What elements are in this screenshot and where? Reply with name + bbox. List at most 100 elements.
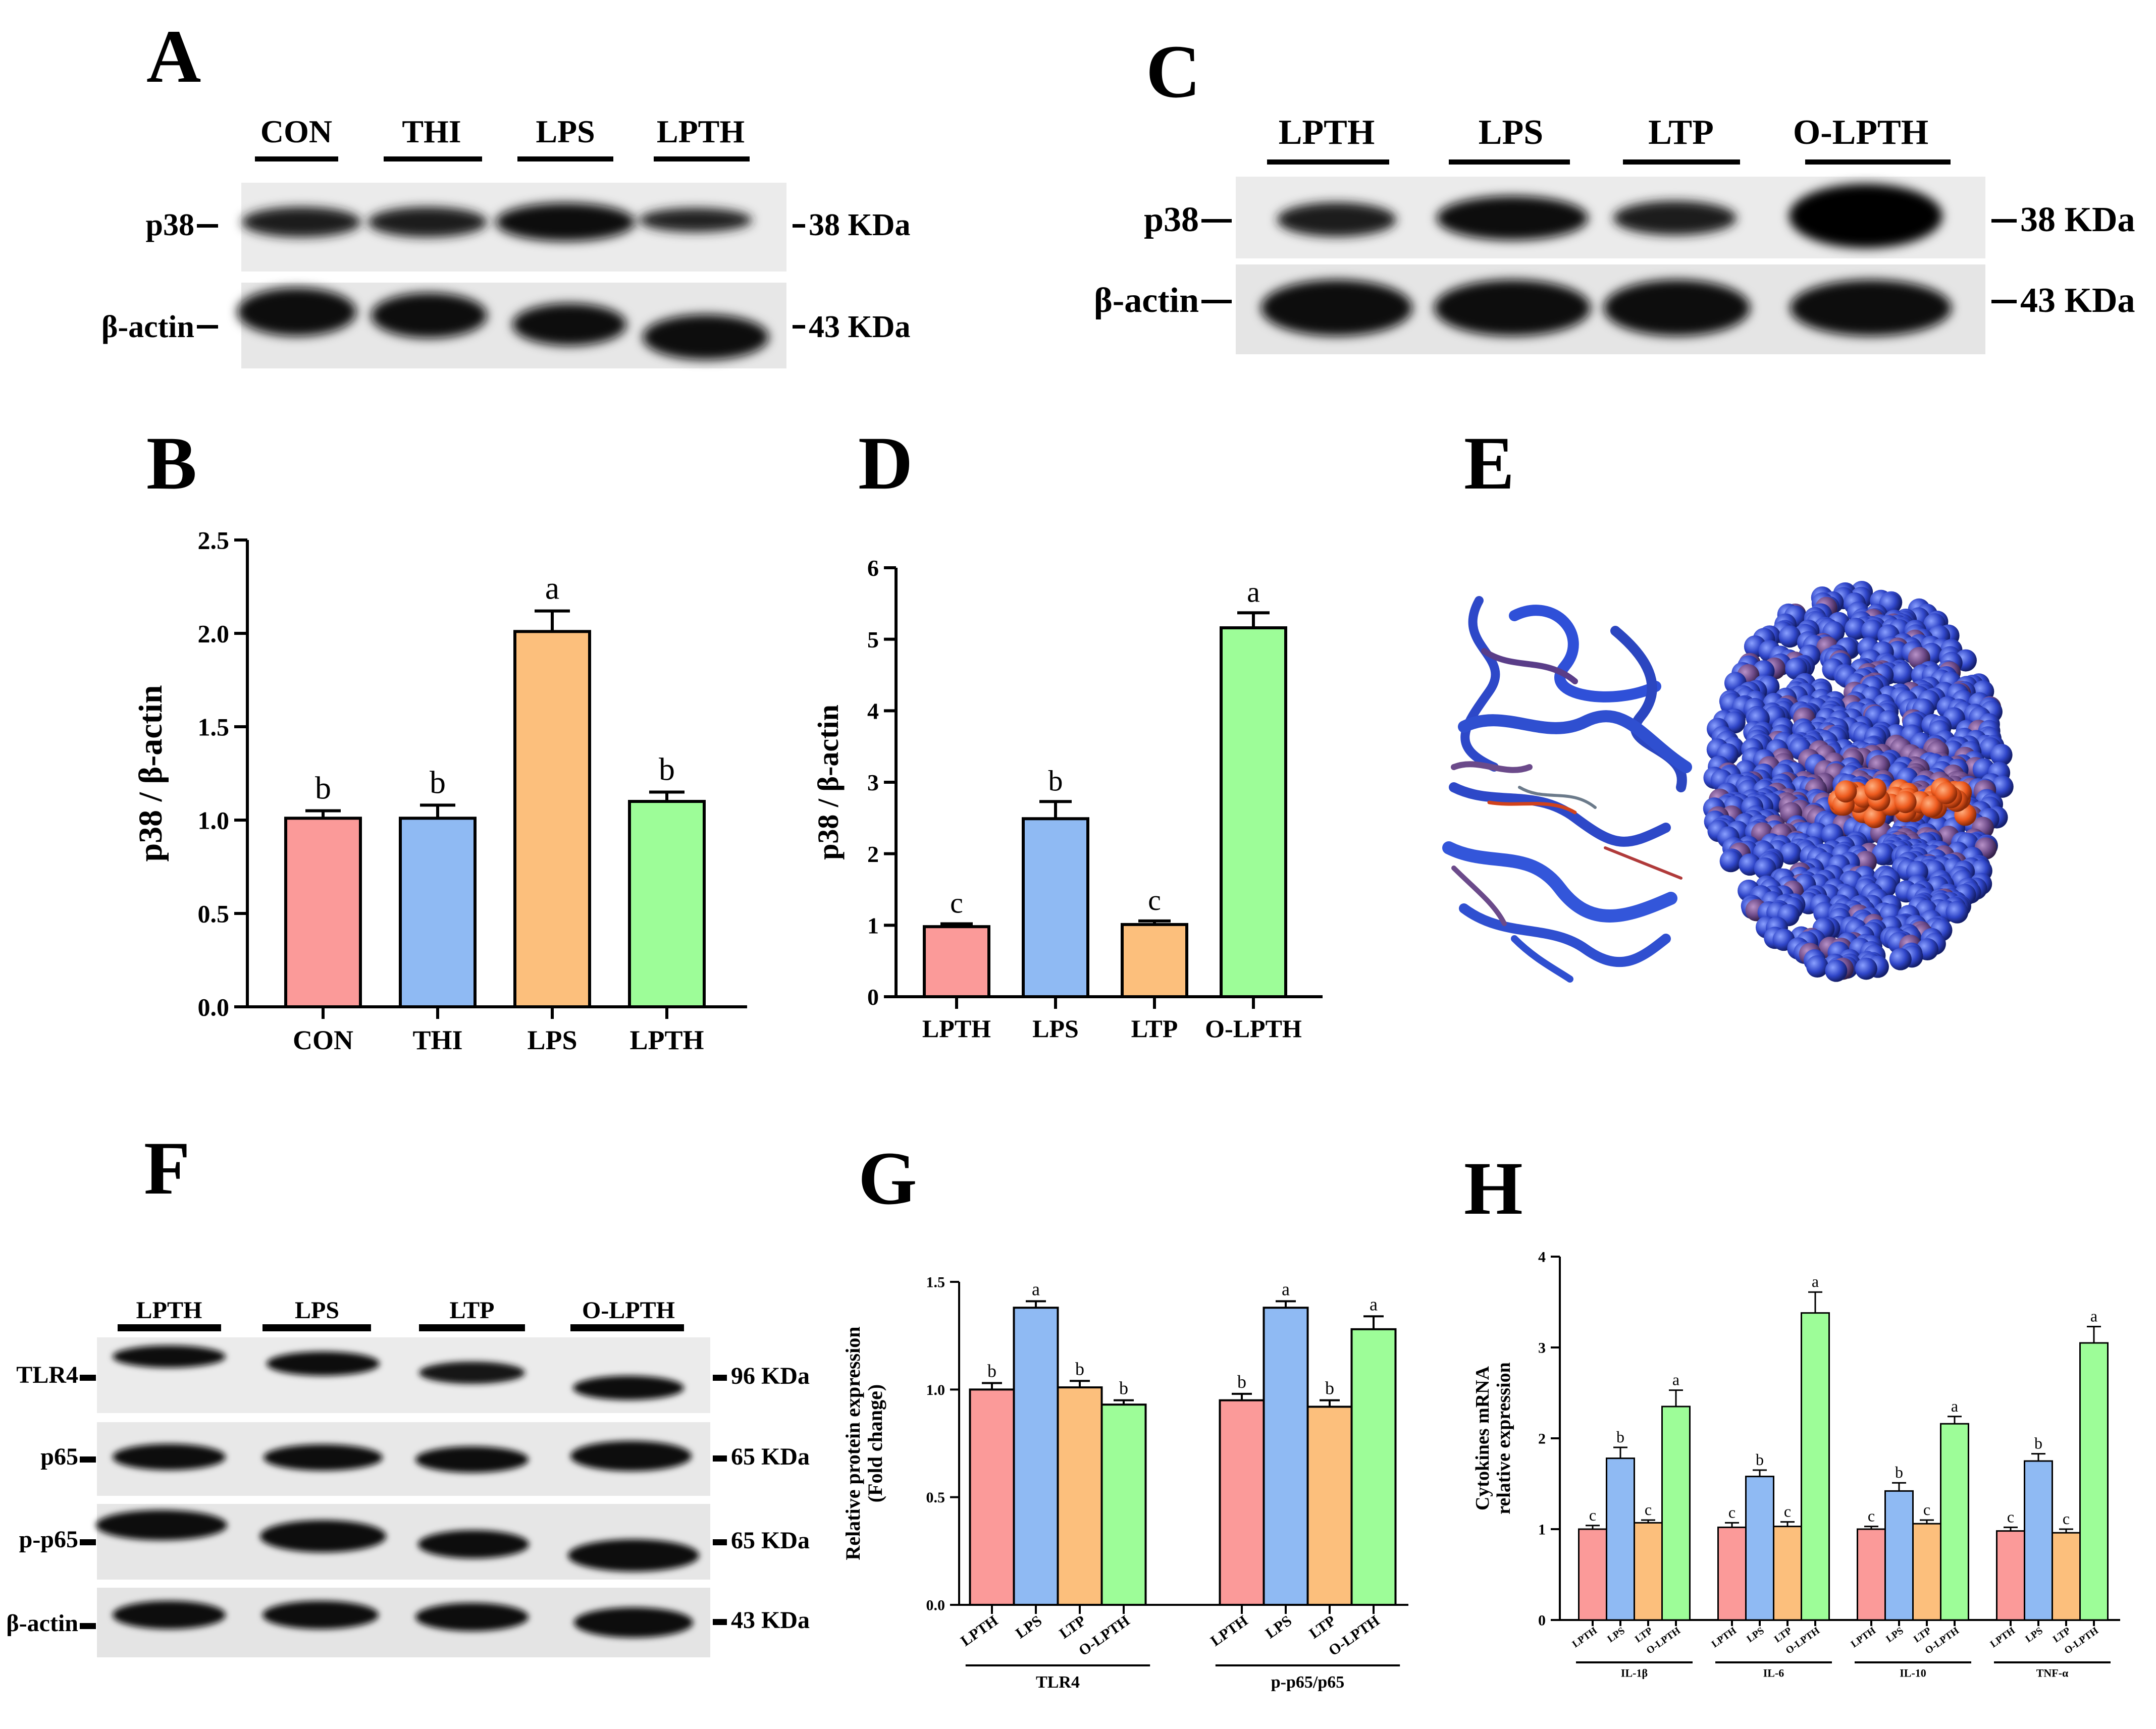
atom-sphere <box>1871 843 1894 866</box>
y-tick-label: 5 <box>867 627 879 653</box>
significance-letter: c <box>1784 1502 1791 1521</box>
bar <box>1121 923 1188 998</box>
y-tick-label: 1.5 <box>198 713 230 741</box>
chart-d: 0 1 2 3 4 5 6 p38 / β-actin c LPTH b LPS c LTP a O-LPTH <box>812 555 1323 1043</box>
y-axis-title-line: Cytokines mRNA <box>1472 1366 1493 1510</box>
y-axis-title-line: Relative protein expression <box>842 1327 864 1560</box>
protein-structure-ribbon <box>1442 596 1692 983</box>
blot-a-lanes: CON THI LPS LPTH <box>255 114 750 161</box>
y-axis-title: Cytokines mRNArelative expression <box>1472 1362 1514 1515</box>
western-blot-c: LPTH LPS LTP O-LPTH p38 β-actin 38 KDa 4… <box>1094 113 2135 354</box>
y-tick-label: 0.0 <box>926 1597 945 1614</box>
bar <box>628 800 706 1008</box>
significance-letter: b <box>987 1361 996 1381</box>
panel-letter-g: G <box>858 1137 917 1220</box>
bar <box>1661 1406 1691 1621</box>
y-tick-label: 3 <box>1538 1340 1546 1357</box>
bar <box>1857 1528 1886 1621</box>
y-tick-label: 2.5 <box>198 526 230 555</box>
bar <box>1350 1328 1397 1606</box>
bar <box>399 817 477 1009</box>
x-tick-label: LPTH <box>1988 1625 2018 1650</box>
y-axis-title: Relative protein expression(Fold change) <box>842 1327 886 1560</box>
blot-c-lane-label: LTP <box>1648 113 1714 152</box>
blot-f-lane-bar <box>570 1324 684 1331</box>
blot-f-size-tick <box>713 1619 727 1625</box>
y-tick-label: 2 <box>1538 1431 1546 1447</box>
significance-letter: c <box>950 887 963 920</box>
group-label: IL-1β <box>1621 1667 1648 1680</box>
panel-letter-b: B <box>146 421 197 505</box>
atom-sphere <box>1891 663 1914 685</box>
blot-a-bands-actin <box>237 288 769 360</box>
blot-a-bands-p38 <box>242 203 752 241</box>
blot-f-bands <box>96 1345 699 1638</box>
atom-sphere <box>1845 617 1867 640</box>
atom-sphere <box>1825 959 1848 982</box>
atom-sphere <box>1719 850 1742 873</box>
blot-f-row-tick <box>80 1539 96 1545</box>
significance-letter: b <box>1048 764 1063 797</box>
blot-f-row-tick <box>80 1623 96 1629</box>
significance-letter: c <box>1868 1507 1875 1525</box>
panel-letter-d: D <box>858 421 913 505</box>
significance-letter: a <box>1812 1272 1819 1290</box>
y-tick-label: 0 <box>1538 1612 1546 1629</box>
x-tick-label: LPTH <box>1570 1625 1600 1650</box>
significance-letter: c <box>1728 1503 1736 1521</box>
blot-a-size-tick <box>793 325 805 329</box>
bar <box>1884 1490 1914 1621</box>
blot-c-size-label: 43 KDa <box>2020 281 2135 320</box>
chart-g: 0.0 0.5 1.0 1.5 Relative protein expression(… <box>842 1274 1408 1692</box>
significance-letter: b <box>1075 1359 1084 1379</box>
significance-letter: b <box>1895 1463 1903 1481</box>
blot-f-row-label: β-actin <box>6 1610 78 1637</box>
x-tick-label: LTP <box>1057 1612 1089 1642</box>
x-tick-label: THI <box>412 1025 462 1055</box>
x-tick-label: LPTH <box>1849 1625 1878 1650</box>
blot-a-row-tick <box>197 325 218 329</box>
western-blot-a: CON THI LPS LPTH p38 β-actin 38 KDa <box>101 114 911 368</box>
atom-sphere <box>1754 857 1776 880</box>
y-tick-label: 1.0 <box>926 1382 945 1398</box>
blot-f-size-label: 96 KDa <box>731 1363 810 1389</box>
blot-f-size-label: 65 KDa <box>731 1527 810 1554</box>
y-tick-label: 0.5 <box>926 1489 945 1506</box>
blot-a-size-tick <box>793 224 805 228</box>
blot-a-lane-bar <box>654 156 750 161</box>
blot-a-lane-bar <box>384 156 482 161</box>
bar <box>1100 1403 1147 1606</box>
x-tick-label: LPS <box>1013 1612 1045 1642</box>
bar <box>1996 1530 2025 1621</box>
atom-sphere <box>1778 625 1801 648</box>
blot-a-size-label: 43 KDa <box>809 310 911 344</box>
bar <box>2079 1342 2109 1621</box>
blot-c-lane-label: LPTH <box>1279 113 1375 152</box>
blot-c-size-tick <box>1991 300 2017 303</box>
x-tick-label: LPTH <box>1710 1625 1739 1650</box>
y-axis-title-line: p38 / β-actin <box>812 705 845 860</box>
panel-letter-h: H <box>1464 1147 1523 1230</box>
blot-f-size-tick <box>713 1375 727 1381</box>
bar <box>1057 1386 1103 1606</box>
significance-letter: b <box>659 751 675 787</box>
y-tick-label: 4 <box>1538 1249 1546 1266</box>
blot-a-row-tick <box>197 224 218 228</box>
significance-letter: c <box>1589 1506 1596 1524</box>
y-tick-label: 2.0 <box>198 620 230 648</box>
ligand-atom <box>1935 782 1958 804</box>
significance-letter: a <box>1282 1279 1290 1299</box>
x-tick-label: LPS <box>527 1025 577 1055</box>
y-tick-label: 1 <box>1538 1522 1546 1538</box>
bar <box>969 1388 1015 1606</box>
bar <box>1745 1476 1774 1621</box>
y-tick-label: 6 <box>867 555 879 581</box>
y-axis-title-line: p38 / β-actin <box>132 685 169 861</box>
blot-f-row-tick <box>80 1375 96 1381</box>
blot-c-lane-bar <box>1623 159 1740 165</box>
blot-c-row-label: p38 <box>1144 200 1199 239</box>
blot-f-size-tick <box>713 1539 727 1545</box>
significance-letter: b <box>1237 1372 1246 1392</box>
chart-h: 0 1 2 3 4 Cytokines mRNArelative expression c L… <box>1472 1249 2120 1680</box>
blot-a-size-label: 38 KDa <box>809 208 911 242</box>
